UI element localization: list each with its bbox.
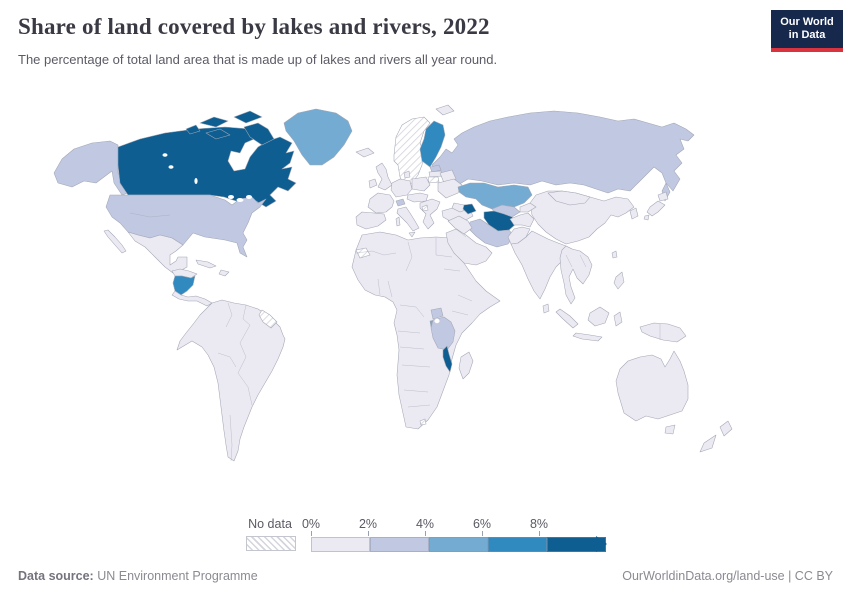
legend-segment-4-6[interactable] <box>429 537 488 552</box>
country-iberia[interactable] <box>355 211 387 230</box>
country-afghanistan[interactable] <box>509 212 535 228</box>
country-ireland[interactable] <box>368 178 378 189</box>
country-united-kingdom[interactable] <box>375 162 393 191</box>
country-uganda[interactable] <box>430 307 444 320</box>
lakes <box>162 153 440 324</box>
country-tanzania[interactable] <box>430 316 456 351</box>
legend-arrow <box>596 535 607 552</box>
legend-segment-6-8[interactable] <box>488 537 547 552</box>
legend-tick <box>368 531 369 536</box>
country-canada-arctic-islands[interactable] <box>243 122 275 146</box>
owid-logo-text: Our World in Data <box>771 10 843 48</box>
legend-tick-label-6: 6% <box>472 517 492 531</box>
country-cuba[interactable] <box>195 259 217 269</box>
country-russia[interactable] <box>431 110 695 194</box>
country-lithuania-no-data[interactable] <box>427 176 440 184</box>
country-finland[interactable] <box>419 120 446 168</box>
country-philippines[interactable] <box>613 271 625 290</box>
country-poland[interactable] <box>411 176 431 192</box>
country-italy[interactable] <box>396 206 420 232</box>
country-australia[interactable] <box>615 350 689 422</box>
country-indonesia-sumatra[interactable] <box>555 308 579 329</box>
country-canada-arctic-islands[interactable] <box>205 128 231 140</box>
legend-tick <box>311 531 312 536</box>
owid-logo[interactable]: Our World in Data <box>771 10 843 52</box>
legend-tick-label-8: 8% <box>529 517 549 531</box>
country-denmark[interactable] <box>403 170 411 179</box>
country-alaska[interactable] <box>53 140 129 196</box>
country-indonesia-java[interactable] <box>572 332 603 342</box>
country-nicaragua[interactable] <box>172 275 196 296</box>
country-new-zealand-south[interactable] <box>699 434 717 453</box>
legend-color-bar <box>311 537 606 552</box>
footer-data-source-value: UN Environment Programme <box>93 569 258 583</box>
country-hispaniola[interactable] <box>218 269 230 277</box>
world-choropleth-map <box>53 104 733 462</box>
country-italy-sardinia[interactable] <box>395 216 401 227</box>
legend-segment-2-4[interactable] <box>370 537 429 552</box>
country-malawi[interactable] <box>442 345 453 373</box>
country-indochina[interactable] <box>559 245 593 305</box>
country-usa[interactable] <box>105 194 267 258</box>
owid-logo-accent-bar <box>771 48 843 52</box>
country-turkmenistan[interactable] <box>483 210 518 232</box>
legend-no-data-swatch[interactable] <box>246 536 296 551</box>
country-indonesia-borneo[interactable] <box>587 306 610 327</box>
country-lesotho-no-data[interactable] <box>419 418 427 426</box>
country-kyrgyzstan-tajikistan[interactable] <box>519 202 537 213</box>
country-costa-rica-panama[interactable] <box>171 290 213 307</box>
country-greenland[interactable] <box>283 108 353 166</box>
country-tasmania[interactable] <box>664 424 676 435</box>
country-taiwan[interactable] <box>611 250 618 259</box>
country-western-sahara-no-data[interactable] <box>355 247 371 259</box>
footer-link[interactable]: OurWorldinData.org/land-use | CC BY <box>622 569 833 583</box>
legend-tick-label-2: 2% <box>358 517 378 531</box>
country-pakistan[interactable] <box>507 226 531 245</box>
country-new-guinea[interactable] <box>639 322 687 343</box>
country-latvia[interactable] <box>428 170 443 178</box>
footer-data-source: Data source: UN Environment Programme <box>18 569 258 583</box>
legend-tick-label-0: 0% <box>301 517 321 531</box>
country-bosnia-no-data[interactable] <box>421 204 429 212</box>
country-indonesia-sulawesi[interactable] <box>613 311 623 327</box>
country-estonia[interactable] <box>429 164 442 173</box>
country-japan-hokkaido[interactable] <box>657 191 669 202</box>
country-ukraine[interactable] <box>437 178 463 199</box>
country-new-zealand-north[interactable] <box>719 420 733 437</box>
page-subtitle: The percentage of total land area that i… <box>18 52 498 67</box>
page-title: Share of land covered by lakes and river… <box>18 14 490 39</box>
legend-tick-label-4: 4% <box>415 517 435 531</box>
legend-tick <box>482 531 483 536</box>
country-azerbaijan[interactable] <box>462 203 477 215</box>
country-japan-kyushu[interactable] <box>643 214 650 221</box>
country-iceland[interactable] <box>355 147 375 158</box>
legend-no-data-label: No data <box>248 517 292 531</box>
legend-tick <box>425 531 426 536</box>
country-guyanas-no-data[interactable] <box>258 309 278 329</box>
country-madagascar[interactable] <box>458 351 474 380</box>
country-sri-lanka[interactable] <box>542 303 550 314</box>
country-italy-sicily[interactable] <box>408 231 416 238</box>
legend-segment-0-2[interactable] <box>311 537 370 552</box>
country-mexico-baja[interactable] <box>103 229 127 254</box>
country-france[interactable] <box>367 192 395 214</box>
country-mongolia[interactable] <box>547 190 591 206</box>
country-korea[interactable] <box>629 207 639 220</box>
country-mexico[interactable] <box>127 231 188 274</box>
country-kazakhstan[interactable] <box>457 182 533 210</box>
country-japan-honshu[interactable] <box>646 200 666 217</box>
country-central-europe[interactable] <box>406 192 429 203</box>
inner-country-borders <box>129 212 661 462</box>
country-canada-arctic-islands[interactable] <box>233 110 263 124</box>
country-svalbard[interactable] <box>435 104 455 116</box>
country-canada-arctic-islands[interactable] <box>199 116 229 128</box>
country-germany-lowlands[interactable] <box>390 178 413 198</box>
country-canada-arctic-islands[interactable] <box>185 124 201 135</box>
footer-data-source-label: Data source: <box>18 569 94 583</box>
country-switzerland[interactable] <box>395 198 406 207</box>
country-balkans[interactable] <box>419 198 441 230</box>
legend-tick <box>539 531 540 536</box>
country-iraq-syria[interactable] <box>447 215 473 235</box>
